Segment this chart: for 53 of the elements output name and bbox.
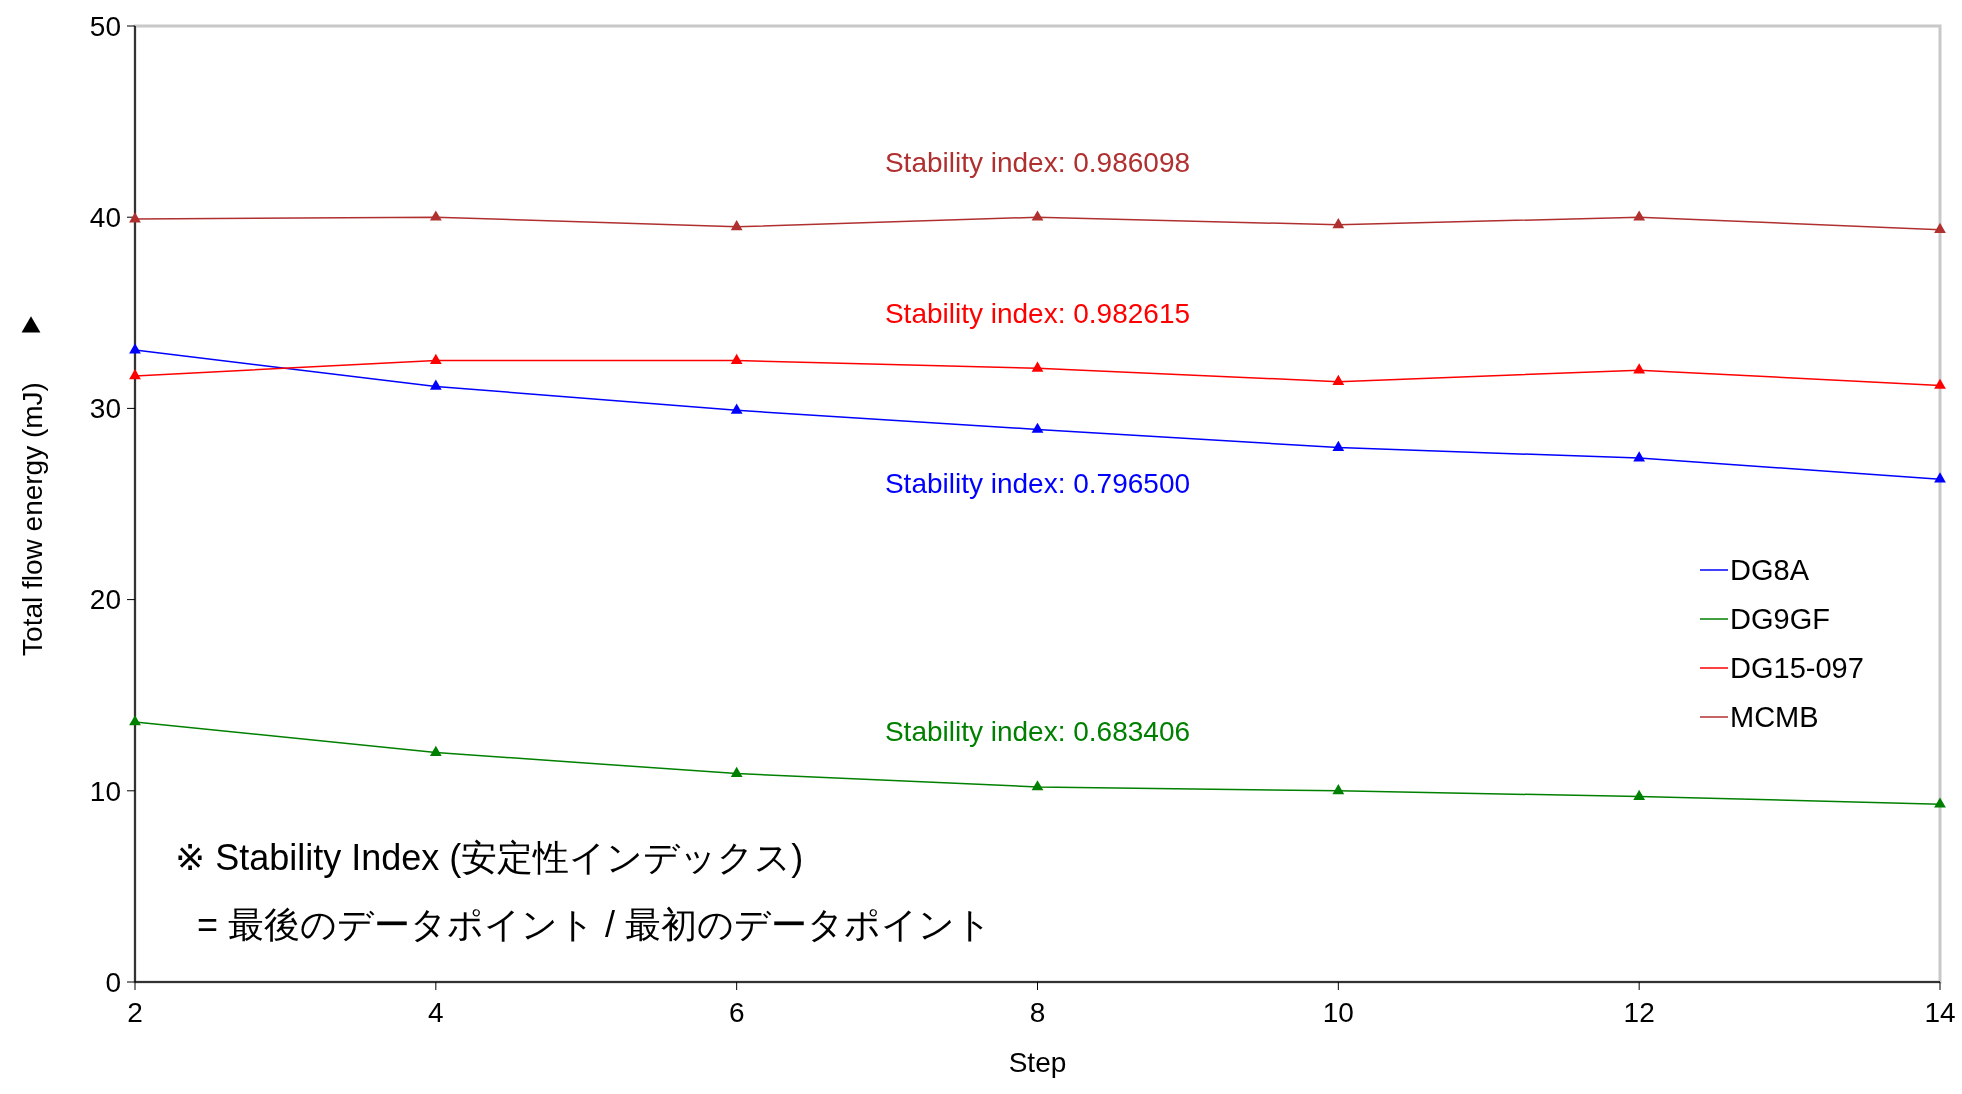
point	[1633, 210, 1646, 221]
point	[730, 219, 743, 231]
point	[730, 403, 743, 414]
x-tick-label: 6	[728, 997, 745, 1028]
point	[129, 369, 141, 380]
y-tick-label: 50	[89, 10, 121, 42]
point	[1934, 472, 1946, 483]
point	[1934, 222, 1946, 234]
point	[1332, 218, 1345, 229]
annotation: Stability index: 0.683406	[884, 716, 1191, 748]
point	[429, 379, 442, 390]
point	[1332, 374, 1345, 386]
point	[129, 715, 141, 726]
annotation: Stability index: 0.986098	[884, 146, 1191, 178]
annotation: Stability index: 0.982615	[884, 297, 1191, 329]
point	[429, 353, 442, 364]
y-tick-label: 40	[89, 202, 121, 233]
legend-label: MCMB	[1730, 701, 1819, 734]
annotation: = 最後のデータポイント / 最初のデータポイント	[197, 904, 993, 945]
annotation: ※ Stability Index (安定性インデックス)	[175, 837, 804, 878]
y-tick-label: 30	[89, 393, 121, 425]
point	[1934, 797, 1946, 808]
point	[429, 210, 442, 221]
point	[1332, 440, 1345, 451]
annotation: Stability index: 0.796500	[884, 467, 1191, 499]
x-axis-title: Step	[1008, 1047, 1067, 1078]
legend-label: DG15-097	[1730, 652, 1864, 685]
y-axis-title: Total flow energy (mJ)	[17, 382, 48, 656]
point	[1031, 210, 1044, 221]
y-tick-label: 20	[89, 584, 121, 616]
y-tick-label: 10	[89, 775, 121, 807]
x-tick-label: 2	[127, 997, 143, 1028]
point	[129, 212, 141, 223]
point	[1633, 363, 1646, 374]
x-tick-label: 4	[428, 997, 444, 1028]
point	[730, 766, 743, 777]
point	[429, 745, 442, 756]
x-tick-label: 14	[1924, 997, 1956, 1028]
x-tick-label: 12	[1623, 997, 1655, 1028]
y-tick-label: 0	[105, 966, 121, 998]
point	[1934, 378, 1946, 389]
legend-label: DG8A	[1730, 554, 1810, 587]
point	[1031, 361, 1044, 372]
point	[1633, 451, 1646, 462]
x-tick-label: 8	[1029, 997, 1046, 1028]
point	[730, 353, 743, 364]
point	[129, 343, 141, 354]
point	[1031, 422, 1044, 433]
point	[1332, 784, 1345, 795]
point	[1031, 780, 1044, 791]
legend-label: DG9GF	[1730, 603, 1830, 636]
point	[1633, 789, 1646, 800]
x-tick-label: 10	[1322, 997, 1354, 1028]
